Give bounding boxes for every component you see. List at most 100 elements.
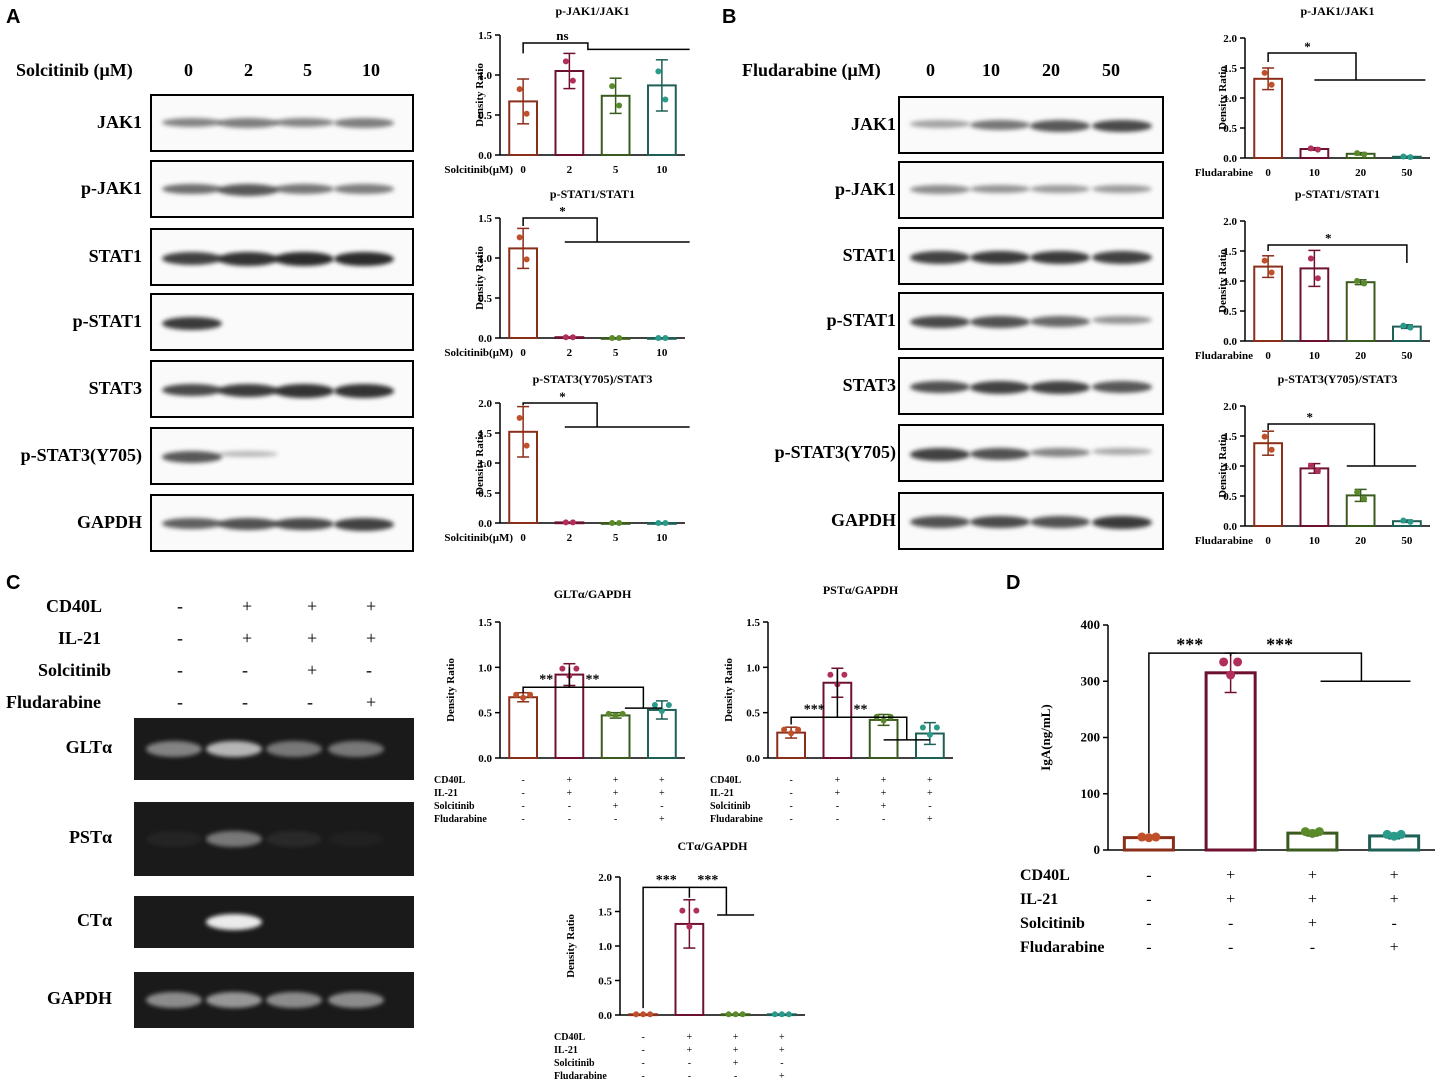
data-point (1354, 150, 1361, 157)
data-point (1400, 322, 1407, 329)
condition-sign: - (641, 1058, 644, 1069)
data-point (1389, 831, 1399, 841)
data-point (513, 691, 520, 698)
x-tick-label: 10 (656, 347, 668, 359)
significance-label: *** (697, 873, 718, 888)
y-tick-label: 400 (1081, 617, 1101, 632)
y-tick-label: 1.0 (598, 941, 612, 953)
gel-band (206, 914, 262, 930)
data-point (1396, 829, 1406, 839)
blot-band (910, 120, 970, 128)
blot-band (970, 251, 1030, 265)
western-blot-image (150, 94, 414, 152)
significance-label: *** (1266, 634, 1293, 654)
condition-sign: - (641, 1071, 644, 1082)
chart-title: p-JAK1/JAK1 (1300, 4, 1374, 18)
condition-label: Solcitinib (710, 801, 751, 812)
significance-bracket (522, 42, 690, 54)
data-point (523, 110, 530, 117)
blot-band (910, 516, 970, 528)
data-point (1268, 81, 1275, 88)
gel-band (206, 992, 262, 1008)
chart-c-glt: GLTα/GAPDH Density Ratio 0.0 0.5 1.0 1.5 CD40L… (434, 587, 685, 825)
x-tick-label: 0 (520, 532, 526, 544)
blot-band (970, 516, 1030, 529)
data-point (781, 726, 788, 733)
data-point (933, 724, 940, 731)
data-point (651, 701, 658, 708)
blot-band (1030, 185, 1090, 193)
y-axis-label: Density Ratio (1217, 249, 1229, 313)
y-tick-label: 1.0 (478, 662, 492, 674)
x-tick-label: 0 (1265, 350, 1271, 362)
data-point (679, 907, 686, 914)
data-point (662, 96, 669, 103)
data-point (841, 671, 848, 678)
condition-sign: - (242, 660, 248, 680)
condition-sign: + (1308, 867, 1317, 884)
western-blot-image (150, 360, 414, 418)
blot-band (1092, 120, 1152, 133)
y-tick-label: 200 (1081, 730, 1101, 745)
condition-label: Solcitinib (434, 801, 475, 812)
data-point (1261, 257, 1268, 264)
blot-band (1030, 381, 1090, 394)
chart-a-pjak1: p-JAK1/JAK1 Density Ratio 0.0 0.5 1.0 1.5 Solc… (444, 4, 690, 176)
x-tick-label: 10 (1309, 350, 1321, 362)
data-point (562, 334, 569, 341)
blot-band (970, 316, 1030, 328)
data-point (827, 671, 834, 678)
blot-band (274, 184, 334, 194)
significance-bracket (1267, 244, 1408, 263)
data-point (919, 724, 926, 731)
significance-bracket (642, 886, 691, 1009)
condition-label: Fludarabine (434, 814, 487, 825)
y-tick-label: 0.5 (478, 110, 492, 122)
data-point (662, 520, 669, 526)
blot-band (1092, 316, 1152, 325)
chart-c-pst: PSTα/GAPDH Density Ratio 0.0 0.5 1.0 1.5 CD40L… (710, 583, 953, 825)
data-point (523, 442, 530, 449)
data-point (1361, 495, 1368, 502)
blot-band (218, 184, 278, 196)
blot-band (1030, 120, 1090, 132)
data-point (732, 1011, 739, 1018)
x-tick-label: 50 (1401, 535, 1413, 547)
y-tick-label: 0.0 (1223, 336, 1237, 348)
data-point (658, 707, 665, 714)
x-tick-label: 20 (1355, 535, 1367, 547)
chart-title: p-STAT1/STAT1 (550, 187, 635, 201)
data-point (655, 335, 662, 341)
blot-band (970, 448, 1030, 460)
pcr-gel-image (134, 718, 414, 780)
western-blot-image (898, 357, 1164, 415)
condition-sign: + (1390, 939, 1399, 956)
y-axis-label: Density Ratio (474, 246, 486, 310)
bar (868, 718, 899, 759)
condition-sign: + (733, 1058, 739, 1069)
data-point (616, 102, 623, 109)
condition-sign: - (836, 801, 839, 812)
condition-sign: + (1226, 867, 1235, 884)
condition-sign: - (641, 1032, 644, 1043)
bar (1253, 77, 1283, 159)
data-point (1307, 828, 1317, 838)
data-point (1144, 833, 1154, 843)
condition-sign: + (779, 1045, 785, 1056)
y-tick-label: 0.0 (1223, 521, 1237, 533)
condition-sign: - (734, 1071, 737, 1082)
condition-sign: + (307, 660, 318, 680)
data-point (516, 414, 523, 421)
data-point (785, 1011, 792, 1018)
blot-band (910, 381, 970, 393)
condition-sign: + (687, 1032, 693, 1043)
condition-label: CD40L (434, 775, 465, 786)
y-tick-label: 0.0 (478, 753, 492, 765)
condition-label: CD40L (710, 775, 741, 786)
condition-sign: - (521, 775, 524, 786)
y-tick-label: 0.5 (1223, 491, 1237, 503)
data-point (926, 731, 933, 738)
chart-a-pstat1: p-STAT1/STAT1 Density Ratio 0.0 0.5 1.0 1.5 So… (444, 187, 690, 359)
y-tick-label: 0.5 (1223, 306, 1237, 318)
data-point (1354, 277, 1361, 284)
